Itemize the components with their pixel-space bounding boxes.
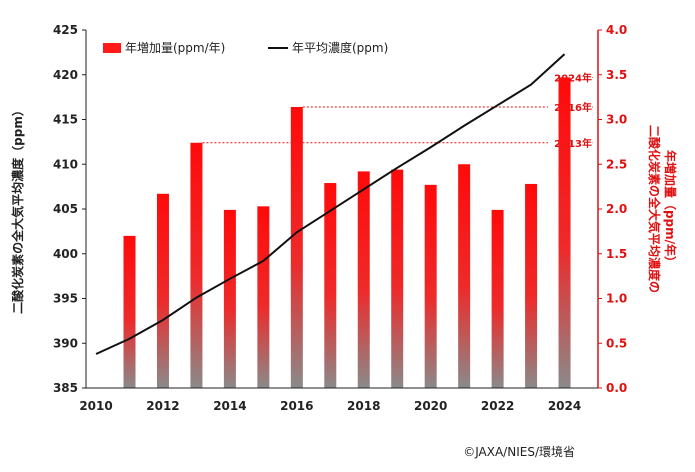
x-tick-label: 2016 (280, 399, 313, 413)
x-tick-label: 2014 (213, 399, 246, 413)
bar-2014 (223, 209, 236, 388)
left-tick-label: 410 (53, 157, 78, 171)
legend-bar-swatch (103, 43, 121, 53)
left-tick-label: 395 (53, 292, 78, 306)
right-tick-label: 0.5 (606, 336, 627, 350)
right-tick-label: 1.0 (606, 292, 627, 306)
concentration-line (95, 53, 566, 355)
line-series (95, 53, 566, 355)
right-tick-label: 3.0 (606, 113, 627, 127)
axis-titles: 二酸化炭素の全大気平均濃度（ppm） 二酸化炭素の全大気平均濃度の 年増加量（ppm… (10, 104, 678, 314)
bar-2017 (324, 183, 337, 388)
left-tick-label: 390 (53, 336, 78, 350)
bar-2016 (290, 106, 303, 388)
x-tick-label: 2020 (414, 399, 447, 413)
right-tick-label: 1.5 (606, 247, 627, 261)
bar-2023 (525, 183, 538, 388)
bar-2018 (357, 171, 370, 388)
x-tick-label: 2022 (481, 399, 514, 413)
x-tick-label: 2018 (347, 399, 380, 413)
right-tick-label: 4.0 (606, 23, 627, 37)
bar-2019 (391, 169, 404, 388)
right-tick-label: 2.0 (606, 202, 627, 216)
axes: 385 390 395 400 405 410 415 420 425 0.0 0.5 1.0 1.5 2… (53, 23, 627, 413)
right-axis-title-line-2: 年増加量（ppm/年） (663, 150, 678, 268)
credit-text: ©JAXA/NIES/環境省 (463, 445, 575, 459)
right-tick-label: 3.5 (606, 68, 627, 82)
right-tick-label: 0.0 (606, 381, 627, 395)
left-tick-label: 415 (53, 113, 78, 127)
bar-series (123, 77, 571, 388)
right-axis-title-line-1: 二酸化炭素の全大気平均濃度の (647, 125, 662, 293)
legend: 年増加量(ppm/年) 年平均濃度(ppm) (103, 40, 388, 55)
left-tick-label: 385 (53, 381, 78, 395)
legend-bar-label: 年増加量(ppm/年) (125, 41, 225, 55)
bar-2015 (257, 206, 270, 388)
left-tick-label: 405 (53, 202, 78, 216)
left-tick-label: 425 (53, 23, 78, 37)
left-tick-label: 400 (53, 247, 78, 261)
bar-2012 (156, 193, 169, 388)
left-tick-label: 420 (53, 68, 78, 82)
bar-2022 (491, 209, 504, 388)
x-tick-label: 2012 (146, 399, 179, 413)
legend-line-label: 年平均濃度(ppm) (292, 40, 388, 55)
bar-2021 (458, 164, 471, 388)
left-axis-title: 二酸化炭素の全大気平均濃度（ppm） (10, 104, 25, 314)
x-tick-label: 2010 (79, 399, 112, 413)
right-tick-label: 2.5 (606, 157, 627, 171)
bar-2024 (558, 77, 571, 388)
x-tick-label: 2024 (548, 399, 581, 413)
bar-2013 (190, 142, 203, 388)
bar-2011 (123, 235, 136, 388)
bar-2020 (424, 184, 437, 388)
